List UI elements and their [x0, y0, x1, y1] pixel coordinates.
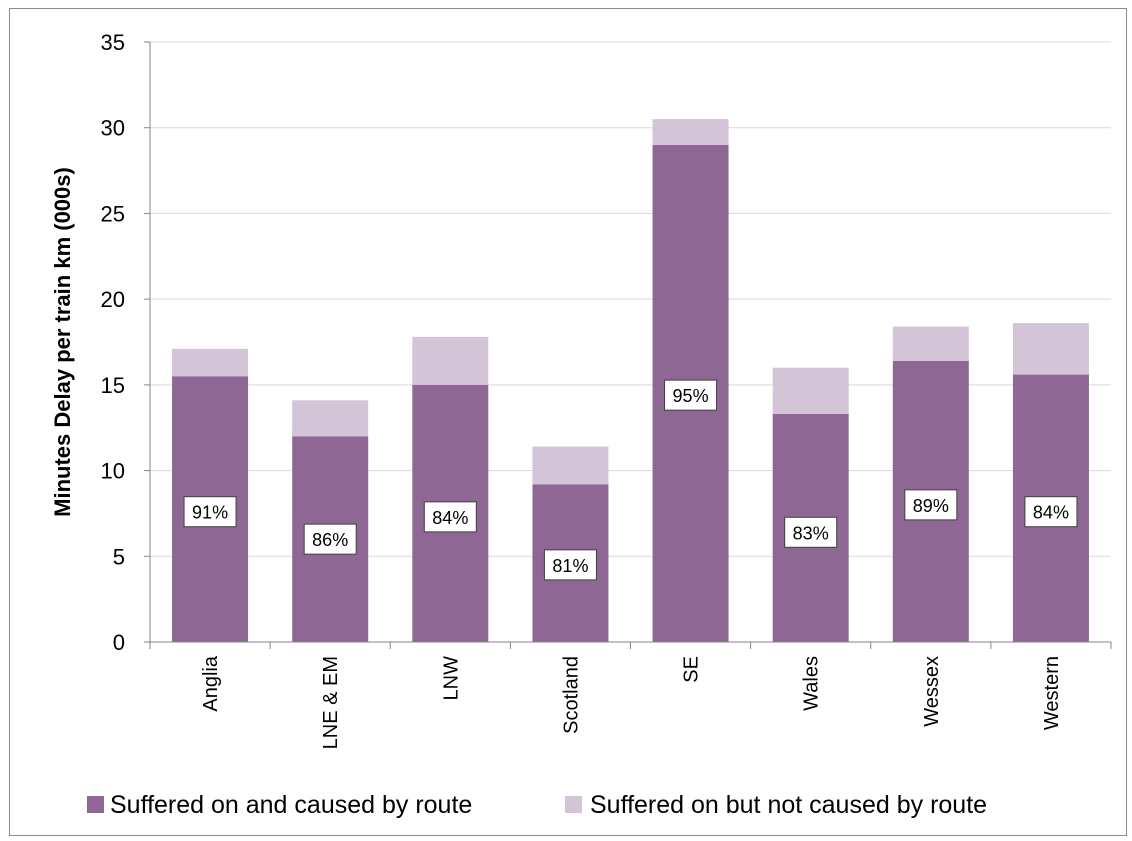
y-tick-label: 25: [101, 201, 125, 226]
data-label-7: 89%: [904, 489, 958, 521]
data-label-4: 81%: [543, 549, 597, 581]
bar-segment-2-6: [772, 367, 849, 414]
data-label-box: [904, 489, 958, 521]
axes: [144, 41, 1112, 649]
legend-swatch-series-2: [565, 796, 582, 813]
data-label-5: 95%: [664, 379, 718, 411]
y-tick-label: 30: [101, 116, 125, 141]
bar-segment-2-4: [532, 446, 609, 485]
y-tick-label: 15: [101, 373, 125, 398]
data-label-box: [423, 501, 477, 533]
data-label-box: [303, 523, 357, 555]
x-tick-label: Western: [1041, 656, 1063, 730]
data-labels: 91% 86% 84% 81% 95% 83% 89% 84%: [183, 379, 1078, 581]
data-label-text: 84%: [1033, 503, 1069, 523]
x-tick-label: Wales: [801, 656, 823, 711]
bar-segment-2-7: [892, 326, 969, 361]
bar-segment-2-2: [292, 400, 369, 437]
x-tick-label: LNE & EM: [320, 656, 342, 749]
data-label-8: 84%: [1024, 496, 1078, 528]
data-label-box: [1024, 496, 1078, 528]
legend-label-series-2: Suffered on but not caused by route: [590, 791, 987, 819]
data-label-text: 91%: [192, 503, 228, 523]
bars: [172, 119, 1089, 642]
x-tick-label: Scotland: [560, 656, 582, 734]
data-label-2: 86%: [303, 523, 357, 555]
x-tick-label: LNW: [440, 656, 462, 701]
x-tick-label: Anglia: [200, 655, 222, 711]
x-tick-labels: Anglia LNE & EM LNW Scotland SE Wales Wessex We…: [200, 655, 1063, 749]
legend-swatch-series-1: [87, 796, 104, 813]
y-tick-label: 0: [113, 630, 125, 655]
bar-segment-2-3: [412, 336, 489, 385]
data-label-text: 86%: [312, 530, 348, 550]
legend: Suffered on and caused by route Suffered…: [87, 791, 987, 819]
data-label-box: [664, 379, 718, 411]
y-tick-label: 20: [101, 287, 125, 312]
data-label-text: 83%: [793, 523, 829, 543]
y-tick-label: 35: [101, 30, 125, 55]
data-label-box: [183, 496, 237, 528]
bar-segment-2-8: [1012, 323, 1089, 375]
bar-segment-2-1: [172, 348, 249, 377]
bar-segment-2-5: [652, 119, 729, 145]
x-tick-label: SE: [681, 656, 703, 683]
data-label-1: 91%: [183, 496, 237, 528]
x-tick-label: Wessex: [921, 656, 943, 727]
data-label-text: 95%: [673, 386, 709, 406]
data-label-text: 89%: [913, 496, 949, 516]
data-label-box: [543, 549, 597, 581]
y-axis-label: Minutes Delay per train km (000s): [50, 167, 75, 517]
data-label-text: 84%: [432, 508, 468, 528]
y-tick-label: 10: [101, 459, 125, 484]
data-label-text: 81%: [552, 556, 588, 576]
data-label-box: [784, 516, 838, 548]
y-tick-labels: 0 5 10 15 20 25 30 35: [101, 30, 125, 655]
data-label-3: 84%: [423, 501, 477, 533]
data-label-6: 83%: [784, 516, 838, 548]
legend-label-series-1: Suffered on and caused by route: [110, 791, 472, 819]
y-tick-label: 5: [113, 544, 125, 569]
